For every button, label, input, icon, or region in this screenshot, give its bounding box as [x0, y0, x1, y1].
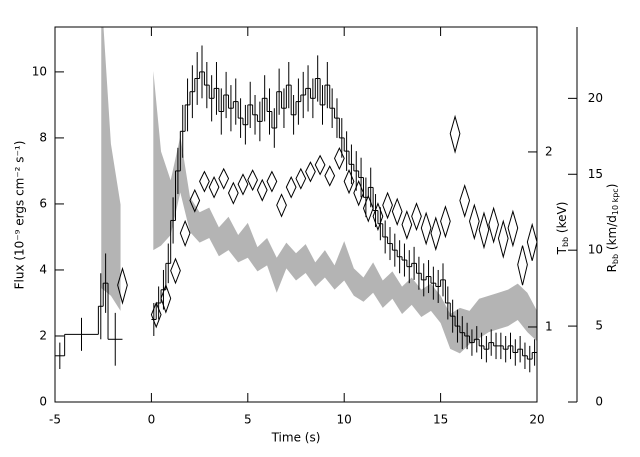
radius-band — [153, 71, 537, 354]
temperature-diamond — [343, 169, 355, 195]
temperature-diamond — [401, 210, 413, 240]
temperature-diamond — [266, 170, 278, 193]
y-tick-label: 10 — [32, 64, 47, 78]
x-tick-label: -5 — [49, 413, 61, 427]
band-layer — [101, 27, 537, 354]
temperature-diamond — [189, 188, 201, 213]
y2-tick-label: 2 — [545, 144, 553, 158]
temperature-diamond — [478, 211, 490, 250]
label-part: (km/d — [605, 215, 619, 254]
temperature-diamond — [256, 178, 268, 202]
y-axis-label: Flux (10⁻⁹ ergs cm⁻² s⁻¹) — [13, 141, 27, 290]
temperature-diamond — [208, 175, 220, 199]
temperature-diamond — [314, 154, 326, 176]
temperature-diamond — [247, 169, 258, 192]
temperature-diamond — [285, 175, 297, 199]
x-tick-label: 20 — [529, 413, 544, 427]
temperature-diamond — [411, 202, 422, 232]
temperature-diamond — [420, 211, 432, 246]
temperature-diamond — [353, 180, 365, 207]
temperature-diamond — [526, 222, 537, 261]
label-part: T — [555, 246, 569, 255]
y3-tick-label: 20 — [588, 91, 603, 105]
temperature-diamond — [199, 170, 210, 193]
temperature-diamond — [362, 194, 374, 223]
temperature-diamond — [382, 191, 393, 220]
y-tick-label: 8 — [39, 130, 47, 144]
x-tick-label: 0 — [148, 413, 156, 427]
label-part: (keV) — [555, 202, 569, 237]
temperature-diamond — [488, 206, 499, 244]
temperature-diamond — [295, 167, 307, 190]
temperature-diamond — [334, 147, 345, 171]
y3-tick-label: 15 — [588, 167, 603, 181]
y-tick-label: 2 — [39, 328, 47, 342]
temperature-diamond — [497, 219, 509, 259]
temperature-diamond — [391, 197, 403, 227]
label-part: bb — [561, 237, 570, 247]
temperature-diamond — [440, 205, 451, 239]
temperature-diamond — [430, 216, 442, 252]
x-axis-label: Time (s) — [271, 431, 321, 445]
y-tick-label: 4 — [39, 262, 47, 276]
axes — [54, 26, 578, 403]
x-tick-label: 15 — [433, 413, 448, 427]
y3-tick-label: 5 — [595, 319, 603, 333]
temperature-diamond — [372, 202, 384, 232]
temperature-diamond — [179, 219, 191, 248]
x-tick-label: 5 — [244, 413, 252, 427]
y-tick-label: 6 — [39, 196, 47, 210]
label-part: R — [605, 264, 619, 272]
temperature-diamond — [160, 283, 172, 314]
temperature-diamond — [276, 193, 287, 218]
y3-tick-label: 10 — [588, 243, 603, 257]
y3-axis-label: Rbb (km/d10 kpc) — [605, 184, 620, 273]
label-part: 10 kpc — [611, 188, 620, 215]
temperature-diamond — [517, 245, 528, 286]
temperature-diamond — [170, 257, 181, 285]
label-part: bb — [611, 254, 620, 264]
temperature-diamond — [305, 161, 316, 183]
temperature-diamond — [507, 209, 519, 248]
temperature-diamond — [150, 301, 162, 329]
y2-tick-label: 1 — [545, 319, 553, 333]
temperature-diamond — [324, 165, 336, 187]
mark-layer — [55, 45, 537, 373]
temperature-diamond — [237, 173, 249, 196]
temperature-diamond — [117, 266, 128, 305]
y-tick-label: 0 — [39, 395, 47, 409]
temperature-diamond — [227, 181, 239, 205]
plot-frame — [54, 26, 538, 403]
x-tick-label: 10 — [337, 413, 352, 427]
temperature-diamond — [459, 184, 471, 219]
temperature-diamond — [468, 203, 480, 241]
temperature-diamond — [449, 114, 461, 154]
temperature-diamond — [218, 167, 230, 190]
radius-band — [101, 27, 121, 311]
label-part: ) — [605, 184, 619, 189]
y2-axis-label: Tbb (keV) — [555, 202, 570, 256]
y3-tick-label: 0 — [595, 395, 603, 409]
